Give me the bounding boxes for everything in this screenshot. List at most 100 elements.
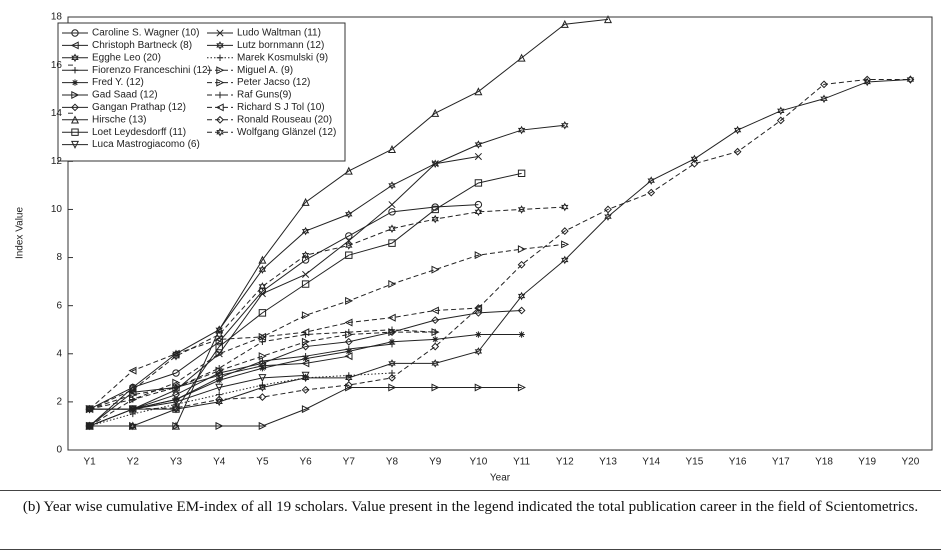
data-point [388,373,396,382]
data-point [388,383,397,392]
data-point [345,251,353,259]
data-point [258,255,267,264]
data-point [301,385,310,394]
data-point [216,365,223,372]
data-point [474,140,483,149]
legend-marker [71,79,79,86]
data-point [777,106,785,116]
data-point [388,338,396,345]
legend-marker [216,91,224,99]
legend-label: Egghe Leo (20) [92,52,161,63]
legend-marker [70,140,80,149]
data-point [216,377,223,384]
data-point [259,338,266,345]
data-point [388,239,396,247]
data-point [432,336,439,343]
data-point [258,421,267,430]
data-point [430,306,439,315]
data-point [172,351,180,361]
data-point [733,125,742,135]
data-point [172,390,180,399]
data-point [344,166,353,175]
legend-label: Gad Saad (12) [92,90,158,101]
x-tick-label: Y14 [642,457,660,468]
data-point [258,383,267,392]
data-point [301,405,310,414]
data-point [301,197,310,206]
data-point [863,75,872,84]
data-point [517,53,526,62]
data-point [345,372,352,379]
data-point [301,337,310,346]
legend-marker [71,128,79,136]
data-point [301,342,310,351]
data-point [387,144,397,154]
x-tick-label: Y3 [170,457,183,468]
data-point [301,328,310,337]
y-tick-label: 2 [56,397,62,408]
x-tick-label: Y16 [729,457,747,468]
data-point [388,201,396,209]
data-point [345,241,353,250]
data-point [474,87,483,96]
series-line [89,204,479,427]
data-point [388,224,396,233]
data-point [387,313,396,322]
data-point [345,348,352,355]
legend-label: Richard S J Tol (10) [237,102,325,113]
data-point [171,421,181,430]
data-point [604,205,612,214]
data-point [561,202,569,212]
data-point [603,15,613,24]
data-point [172,384,180,391]
data-point [344,318,353,327]
data-point [647,176,655,185]
legend-label: Marek Kosmulski (9) [237,52,328,63]
data-point [128,405,137,414]
data-point [258,309,267,317]
legend-label: Christoph Bartneck (8) [92,40,192,51]
chart: Year Index Value 0 2 4 6 8 10 12 14 16 18 Y1 Y2 Y3 Y4… [15,12,933,484]
data-point [85,404,94,414]
data-point [388,181,396,190]
y-tick-label: 16 [51,60,63,71]
series-line [89,372,393,427]
data-point [474,347,483,356]
data-point [345,373,353,383]
legend-label: Miguel A. (9) [237,65,293,76]
legend-label: Ludo Waltman (11) [237,28,321,39]
data-point [647,188,656,197]
data-point [604,212,612,221]
data-point [690,159,699,168]
data-point [345,383,354,392]
y-tick-label: 8 [56,252,62,263]
x-tick-label: Y6 [299,457,312,468]
data-point [474,304,483,312]
legend-label: Wolfgang Glänzel (12) [237,127,336,138]
y-tick-label: 12 [51,156,63,167]
data-point [301,280,310,288]
data-point [215,383,224,392]
data-point [517,125,526,135]
x-tick-label: Y19 [858,457,876,468]
data-point [215,325,223,334]
caption: (b) Year wise cumulative EM-index of all… [0,490,941,550]
series-line [89,172,522,427]
data-point [431,342,440,351]
data-point [517,169,526,178]
x-tick-label: Y5 [256,457,269,468]
data-point [560,227,569,236]
data-point [432,328,439,336]
data-point [215,395,224,404]
series-line [89,79,911,410]
data-point [258,282,267,291]
data-point [517,383,526,392]
data-point [301,371,310,380]
data-point [215,421,224,430]
data-point [388,326,396,333]
data-point [344,337,353,346]
data-point [776,116,785,125]
data-point [128,366,137,375]
x-tick-label: Y17 [772,457,790,468]
